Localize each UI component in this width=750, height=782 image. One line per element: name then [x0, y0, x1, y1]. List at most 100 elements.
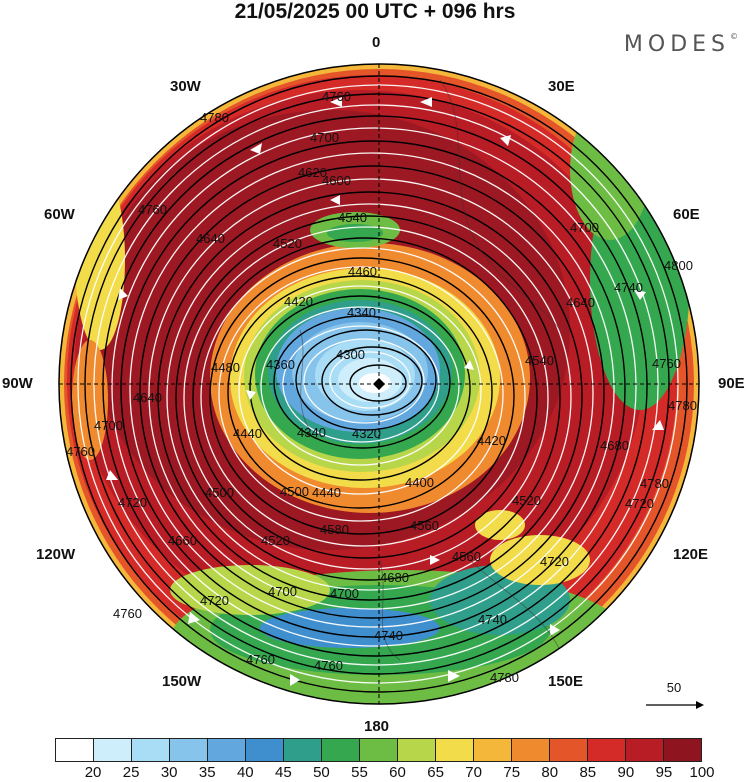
contour-label: 4800: [664, 258, 693, 273]
contour-label: 4740: [614, 280, 643, 295]
contour-label: 4500: [205, 485, 234, 500]
colorbar-swatch: [360, 739, 398, 761]
lon-label-30w: 30W: [170, 78, 201, 95]
contour-label: 4720: [540, 554, 569, 569]
contour-label: 4760: [138, 202, 167, 217]
contour-label: 4440: [233, 426, 262, 441]
contour-label-layer: 4300 4320 4340 4340 4360 4400 4420 4420 …: [66, 89, 697, 685]
colorbar-swatch: [322, 739, 360, 761]
lon-label-90e: 90E: [718, 375, 745, 392]
contour-label: 4300: [336, 347, 365, 362]
reference-arrow-icon: [646, 701, 704, 709]
contour-label: 4700: [94, 418, 123, 433]
contour-label: 4420: [284, 294, 313, 309]
contour-label: 4500: [280, 484, 309, 499]
colorbar-swatch: [56, 739, 94, 761]
lon-label-150e: 150E: [548, 673, 584, 690]
contour-label: 4680: [380, 570, 409, 585]
contour-label: 4640: [133, 390, 162, 405]
colorbar-tick-label: 75: [503, 764, 521, 781]
colorbar-ticks: 20 25 30 35 40 45 50 55 60 65 70 75 80 85 90 95 100: [55, 764, 715, 782]
graticule: [59, 64, 699, 704]
wind-speed-colorbar: [55, 738, 702, 762]
reference-vector: 50: [642, 680, 706, 720]
contour-label: 4760: [314, 658, 343, 673]
colorbar-tick-label: 55: [351, 764, 368, 781]
colorbar-tick-label: 80: [541, 764, 559, 781]
colorbar-tick-label: 45: [275, 764, 292, 781]
contour-label: 4760: [652, 356, 681, 371]
contour-label: 4740: [478, 612, 507, 627]
colorbar-tick-label: 60: [389, 764, 406, 781]
contour-label: 4520: [512, 493, 541, 508]
contour-label: 4760: [246, 652, 275, 667]
contour-label: 4640: [196, 231, 225, 246]
contour-label: 4640: [566, 295, 595, 310]
colorbar-swatch: [626, 739, 664, 761]
contour-label: 4560: [410, 518, 439, 533]
lon-label-30e: 30E: [548, 78, 575, 95]
lon-label-0: 0: [372, 34, 381, 51]
contour-label: 4600: [322, 173, 351, 188]
colorbar-swatch: [512, 739, 550, 761]
contour-label: 4480: [211, 360, 240, 375]
lon-label-90w: 90W: [2, 375, 33, 392]
streamline-arrowheads: [106, 97, 664, 686]
colorbar-swatch: [664, 739, 701, 761]
lon-label-150w: 150W: [162, 673, 202, 690]
contour-label: 4760: [113, 606, 142, 621]
polar-map: 4300 4320 4340 4340 4360 4400 4420 4420 …: [58, 63, 700, 705]
colorbar-swatch: [588, 739, 626, 761]
map-title: 21/05/2025 00 UTC + 096 hrs: [234, 0, 516, 23]
contour-label: 4780: [490, 670, 519, 685]
contour-label: 4780: [640, 476, 669, 491]
contour-label: 4620: [298, 165, 327, 180]
contour-label: 4740: [374, 628, 403, 643]
lon-label-120w: 120W: [36, 546, 76, 563]
contour-label: 4760: [66, 444, 95, 459]
height-contours: [70, 75, 688, 693]
colorbar-tick-label: 25: [122, 764, 140, 781]
colorbar-tick-label: 90: [617, 764, 635, 781]
contour-label: 4720: [625, 496, 654, 511]
contour-label: 4460: [348, 264, 377, 279]
colorbar-tick-label: 95: [655, 764, 673, 781]
contour-label: 4360: [266, 357, 295, 372]
contour-label: 4520: [273, 236, 302, 251]
modes-logo: MODES©: [623, 32, 738, 57]
contour-label: 4720: [118, 495, 147, 510]
contour-label: 4560: [452, 549, 481, 564]
colorbar-swatch: [132, 739, 170, 761]
colorbar-swatch: [398, 739, 436, 761]
colorbar-tick-label: 85: [579, 764, 597, 781]
lon-label-60w: 60W: [44, 206, 75, 223]
colorbar-swatch: [436, 739, 474, 761]
contour-label: 4700: [570, 220, 599, 235]
contour-label: 4340: [297, 425, 326, 440]
low-center-marker: [373, 378, 385, 390]
contour-label: 4400: [405, 475, 434, 490]
contour-label: 4700: [330, 586, 359, 601]
colorbar-swatch: [246, 739, 284, 761]
contour-label: 4700: [268, 584, 297, 599]
contour-label: 4540: [525, 353, 554, 368]
colorbar-tick-label: 35: [198, 764, 216, 781]
contour-label: 4520: [261, 533, 290, 548]
colorbar-tick-label: 65: [427, 764, 444, 781]
colorbar-tick-label: 70: [465, 764, 482, 781]
contour-label: 4780: [668, 398, 697, 413]
colorbar-tick-label: 30: [160, 764, 178, 781]
lon-label-120e: 120E: [673, 546, 709, 563]
contour-label: 4700: [310, 130, 339, 145]
colorbar-swatch: [284, 739, 322, 761]
contour-label: 4540: [338, 210, 367, 225]
lon-label-180: 180: [364, 718, 390, 735]
colorbar-swatch: [474, 739, 512, 761]
reference-vector-label: 50: [666, 680, 682, 695]
colorbar-swatch: [208, 739, 246, 761]
contour-label: 4780: [200, 110, 229, 125]
contour-label: 4660: [168, 533, 197, 548]
colorbar-tick-label: 40: [236, 764, 254, 781]
contour-label: 4320: [352, 426, 381, 441]
contour-label: 4720: [200, 593, 229, 608]
